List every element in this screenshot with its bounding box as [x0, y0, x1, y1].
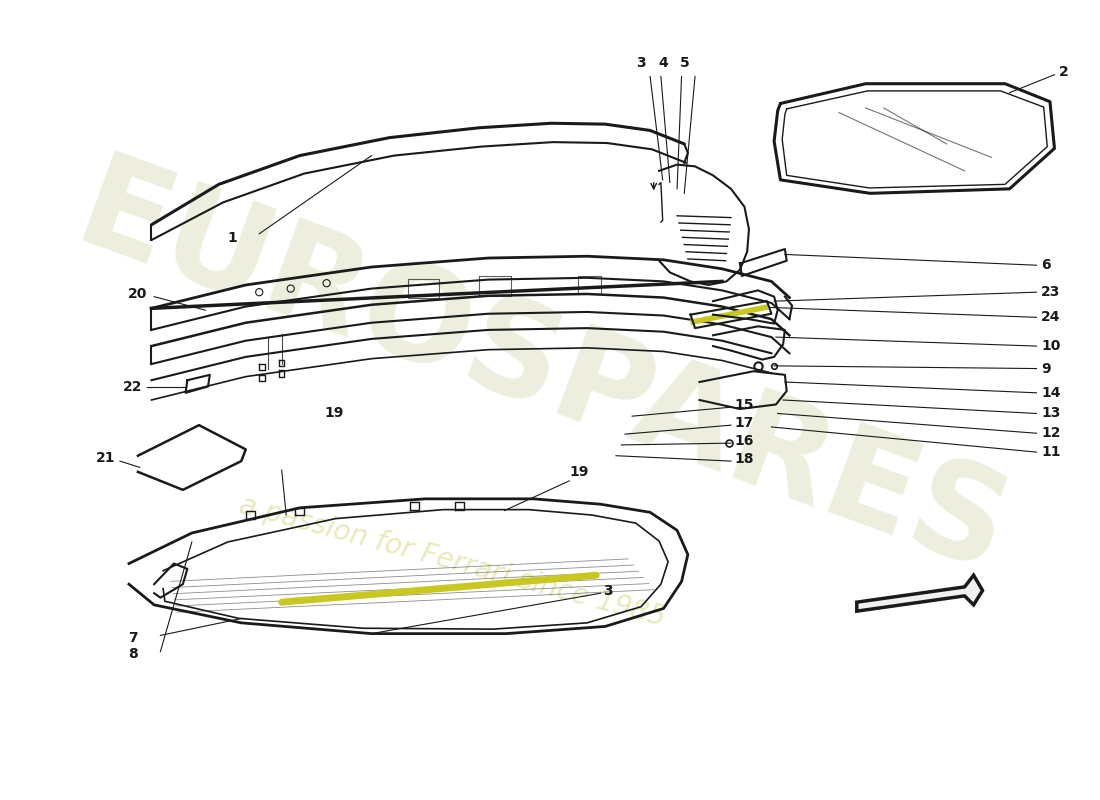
Text: 11: 11: [1041, 445, 1060, 459]
Text: 3: 3: [636, 56, 646, 70]
Text: 15: 15: [735, 398, 755, 412]
Text: 8: 8: [129, 647, 138, 662]
Text: 19: 19: [569, 465, 589, 479]
Text: 19: 19: [324, 406, 344, 421]
Text: EUROSPARES: EUROSPARES: [60, 146, 1024, 600]
Text: 17: 17: [735, 416, 754, 430]
Polygon shape: [857, 575, 982, 611]
Text: 23: 23: [1041, 285, 1060, 299]
Text: 2: 2: [1059, 65, 1069, 79]
Text: 22: 22: [123, 379, 142, 394]
Text: 4: 4: [659, 56, 669, 70]
Text: 18: 18: [735, 452, 755, 466]
Text: a passion for Ferrari since 1985: a passion for Ferrari since 1985: [236, 491, 669, 632]
Text: 1: 1: [227, 231, 236, 246]
Text: 10: 10: [1041, 339, 1060, 353]
Text: 20: 20: [128, 287, 147, 301]
Text: 5: 5: [680, 56, 689, 70]
Text: 7: 7: [129, 631, 138, 645]
Text: 9: 9: [1041, 362, 1050, 375]
Text: 24: 24: [1041, 310, 1060, 324]
Text: 3: 3: [604, 584, 613, 598]
Text: 13: 13: [1041, 406, 1060, 421]
Text: 16: 16: [735, 434, 754, 448]
Text: 21: 21: [96, 451, 115, 466]
Text: 6: 6: [1041, 258, 1050, 272]
Text: 12: 12: [1041, 426, 1060, 440]
Text: 14: 14: [1041, 386, 1060, 400]
